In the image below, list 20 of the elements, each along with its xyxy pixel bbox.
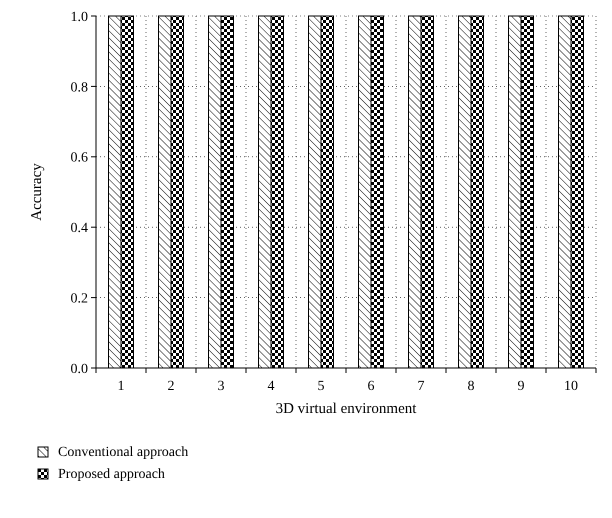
- x-tick-label: 9: [518, 379, 524, 394]
- legend-label: Proposed approach: [58, 467, 165, 482]
- x-tick-label: 4: [268, 379, 274, 394]
- y-tick-label: 1.0: [70, 10, 88, 25]
- x-tick-label: 3: [218, 379, 224, 394]
- y-axis-title: Accuracy: [29, 162, 45, 221]
- x-tick-label: 10: [564, 379, 578, 394]
- x-axis-title: 3D virtual environment: [276, 401, 418, 417]
- x-tick-label: 5: [318, 379, 324, 394]
- y-tick-label: 0.4: [70, 221, 88, 236]
- y-tick-label: 0.6: [70, 150, 88, 166]
- legend-label: Conventional approach: [58, 445, 188, 460]
- x-tick-label: 8: [468, 379, 474, 394]
- x-tick-label: 2: [168, 379, 174, 394]
- y-tick-label: 0.2: [70, 292, 88, 306]
- y-tick-label: 0.0: [70, 362, 88, 377]
- y-tick-label: 0.8: [70, 80, 88, 96]
- x-tick-label: 7: [418, 379, 424, 394]
- x-tick-label: 6: [368, 379, 374, 394]
- x-tick-label: 1: [118, 379, 124, 394]
